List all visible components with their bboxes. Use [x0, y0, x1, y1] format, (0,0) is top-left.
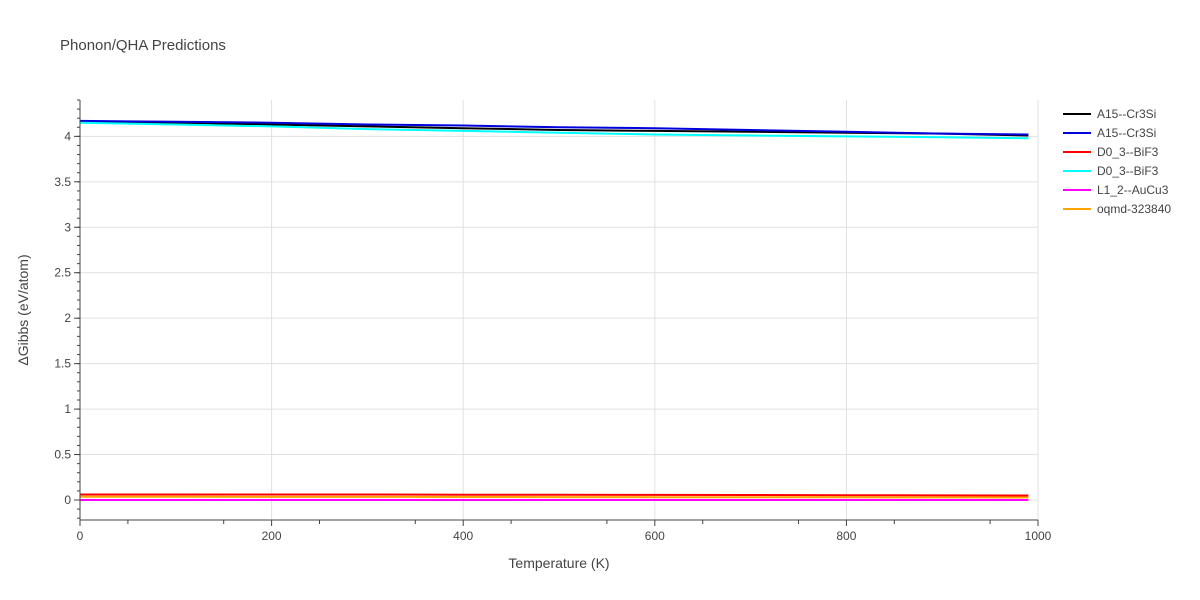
legend-item-3[interactable]: D0_3--BiF3 [1063, 164, 1159, 178]
legend-item-4[interactable]: L1_2--AuCu3 [1063, 183, 1169, 197]
legend-label: A15--Cr3Si [1097, 126, 1156, 140]
legend-label: A15--Cr3Si [1097, 107, 1156, 121]
legend-label: L1_2--AuCu3 [1097, 183, 1169, 197]
y-tick-label: 2 [64, 311, 71, 325]
x-tick-label: 1000 [1025, 529, 1052, 543]
y-tick-label: 3.5 [54, 175, 71, 189]
y-axis-title: ΔGibbs (eV/atom) [15, 254, 31, 365]
series-line-5 [80, 495, 1029, 499]
x-tick-label: 0 [77, 529, 84, 543]
axes: 0 200 400 600 800 1000 0 0.5 1 1.5 2 2.5 3 3.5 4 [54, 99, 1052, 543]
x-axis-title: Temperature (K) [508, 555, 609, 571]
legend-label: D0_3--BiF3 [1097, 164, 1159, 178]
series-line-3 [79, 121, 1029, 140]
series-line-2 [80, 493, 1029, 497]
y-tick-label: 4 [64, 129, 71, 143]
x-tick-label: 800 [836, 529, 856, 543]
legend-label: oqmd-323840 [1097, 202, 1171, 216]
y-tick-label: 1.5 [54, 357, 71, 371]
legend-label: D0_3--BiF3 [1097, 145, 1159, 159]
y-tick-label: 2.5 [54, 266, 71, 280]
x-tick-label: 200 [262, 529, 282, 543]
legend-item-2[interactable]: D0_3--BiF3 [1063, 145, 1159, 159]
y-tick-label: 3 [64, 220, 71, 234]
chart-title: Phonon/QHA Predictions [60, 37, 226, 54]
legend-item-5[interactable]: oqmd-323840 [1063, 202, 1171, 216]
x-tick-label: 400 [453, 529, 473, 543]
series-line-1 [79, 119, 1029, 136]
legend-item-1[interactable]: A15--Cr3Si [1063, 126, 1156, 140]
y-tick-label: 0.5 [54, 448, 71, 462]
grid [80, 100, 1039, 520]
y-tick-label: 0 [64, 493, 71, 507]
legend-item-0[interactable]: A15--Cr3Si [1063, 107, 1156, 121]
legend[interactable]: A15--Cr3Si A15--Cr3Si D0_3--BiF3 D0_3--BiF3… [1063, 107, 1171, 216]
y-tick-label: 1 [64, 402, 71, 416]
series-layer [79, 119, 1029, 501]
x-tick-label: 600 [645, 529, 665, 543]
